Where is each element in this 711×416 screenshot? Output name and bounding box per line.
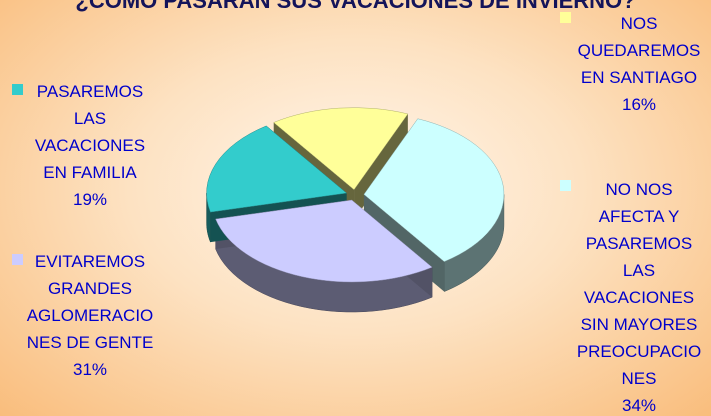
- legend-label: EVITAREMOS GRANDES AGLOMERACIONES DE GEN…: [26, 252, 154, 352]
- data-label: 31%: [72, 360, 108, 379]
- legend-item: NOS QUEDAREMOS EN SANTIAGO 16%: [573, 10, 705, 118]
- slice: [215, 199, 433, 283]
- data-label: 16%: [621, 95, 657, 114]
- legend-label: PASAREMOS LAS VACACIONES EN FAMILIA: [34, 82, 146, 182]
- legend-item: PASAREMOS LAS VACACIONES EN FAMILIA 19%: [24, 78, 156, 213]
- legend-swatch: [560, 180, 571, 191]
- legend-swatch: [12, 254, 23, 265]
- legend-item: NO NOS AFECTA Y PASAREMOS LAS VACACIONES…: [573, 176, 705, 416]
- chart-title: ¿CÓMO PASARÁN SUS VACACIONES DE INVIERNO…: [75, 0, 636, 13]
- legend-swatch: [12, 84, 23, 95]
- legend-label: NO NOS AFECTA Y PASAREMOS LAS VACACIONES…: [576, 180, 702, 388]
- legend-label: NOS QUEDAREMOS EN SANTIAGO: [577, 14, 701, 87]
- data-label: 34%: [621, 396, 657, 415]
- legend-item: EVITAREMOS GRANDES AGLOMERACIONES DE GEN…: [24, 248, 156, 383]
- legend-swatch: [560, 12, 571, 23]
- slice: [273, 107, 409, 190]
- slice: [363, 118, 505, 262]
- slice: [206, 125, 348, 213]
- data-label: 19%: [72, 190, 108, 209]
